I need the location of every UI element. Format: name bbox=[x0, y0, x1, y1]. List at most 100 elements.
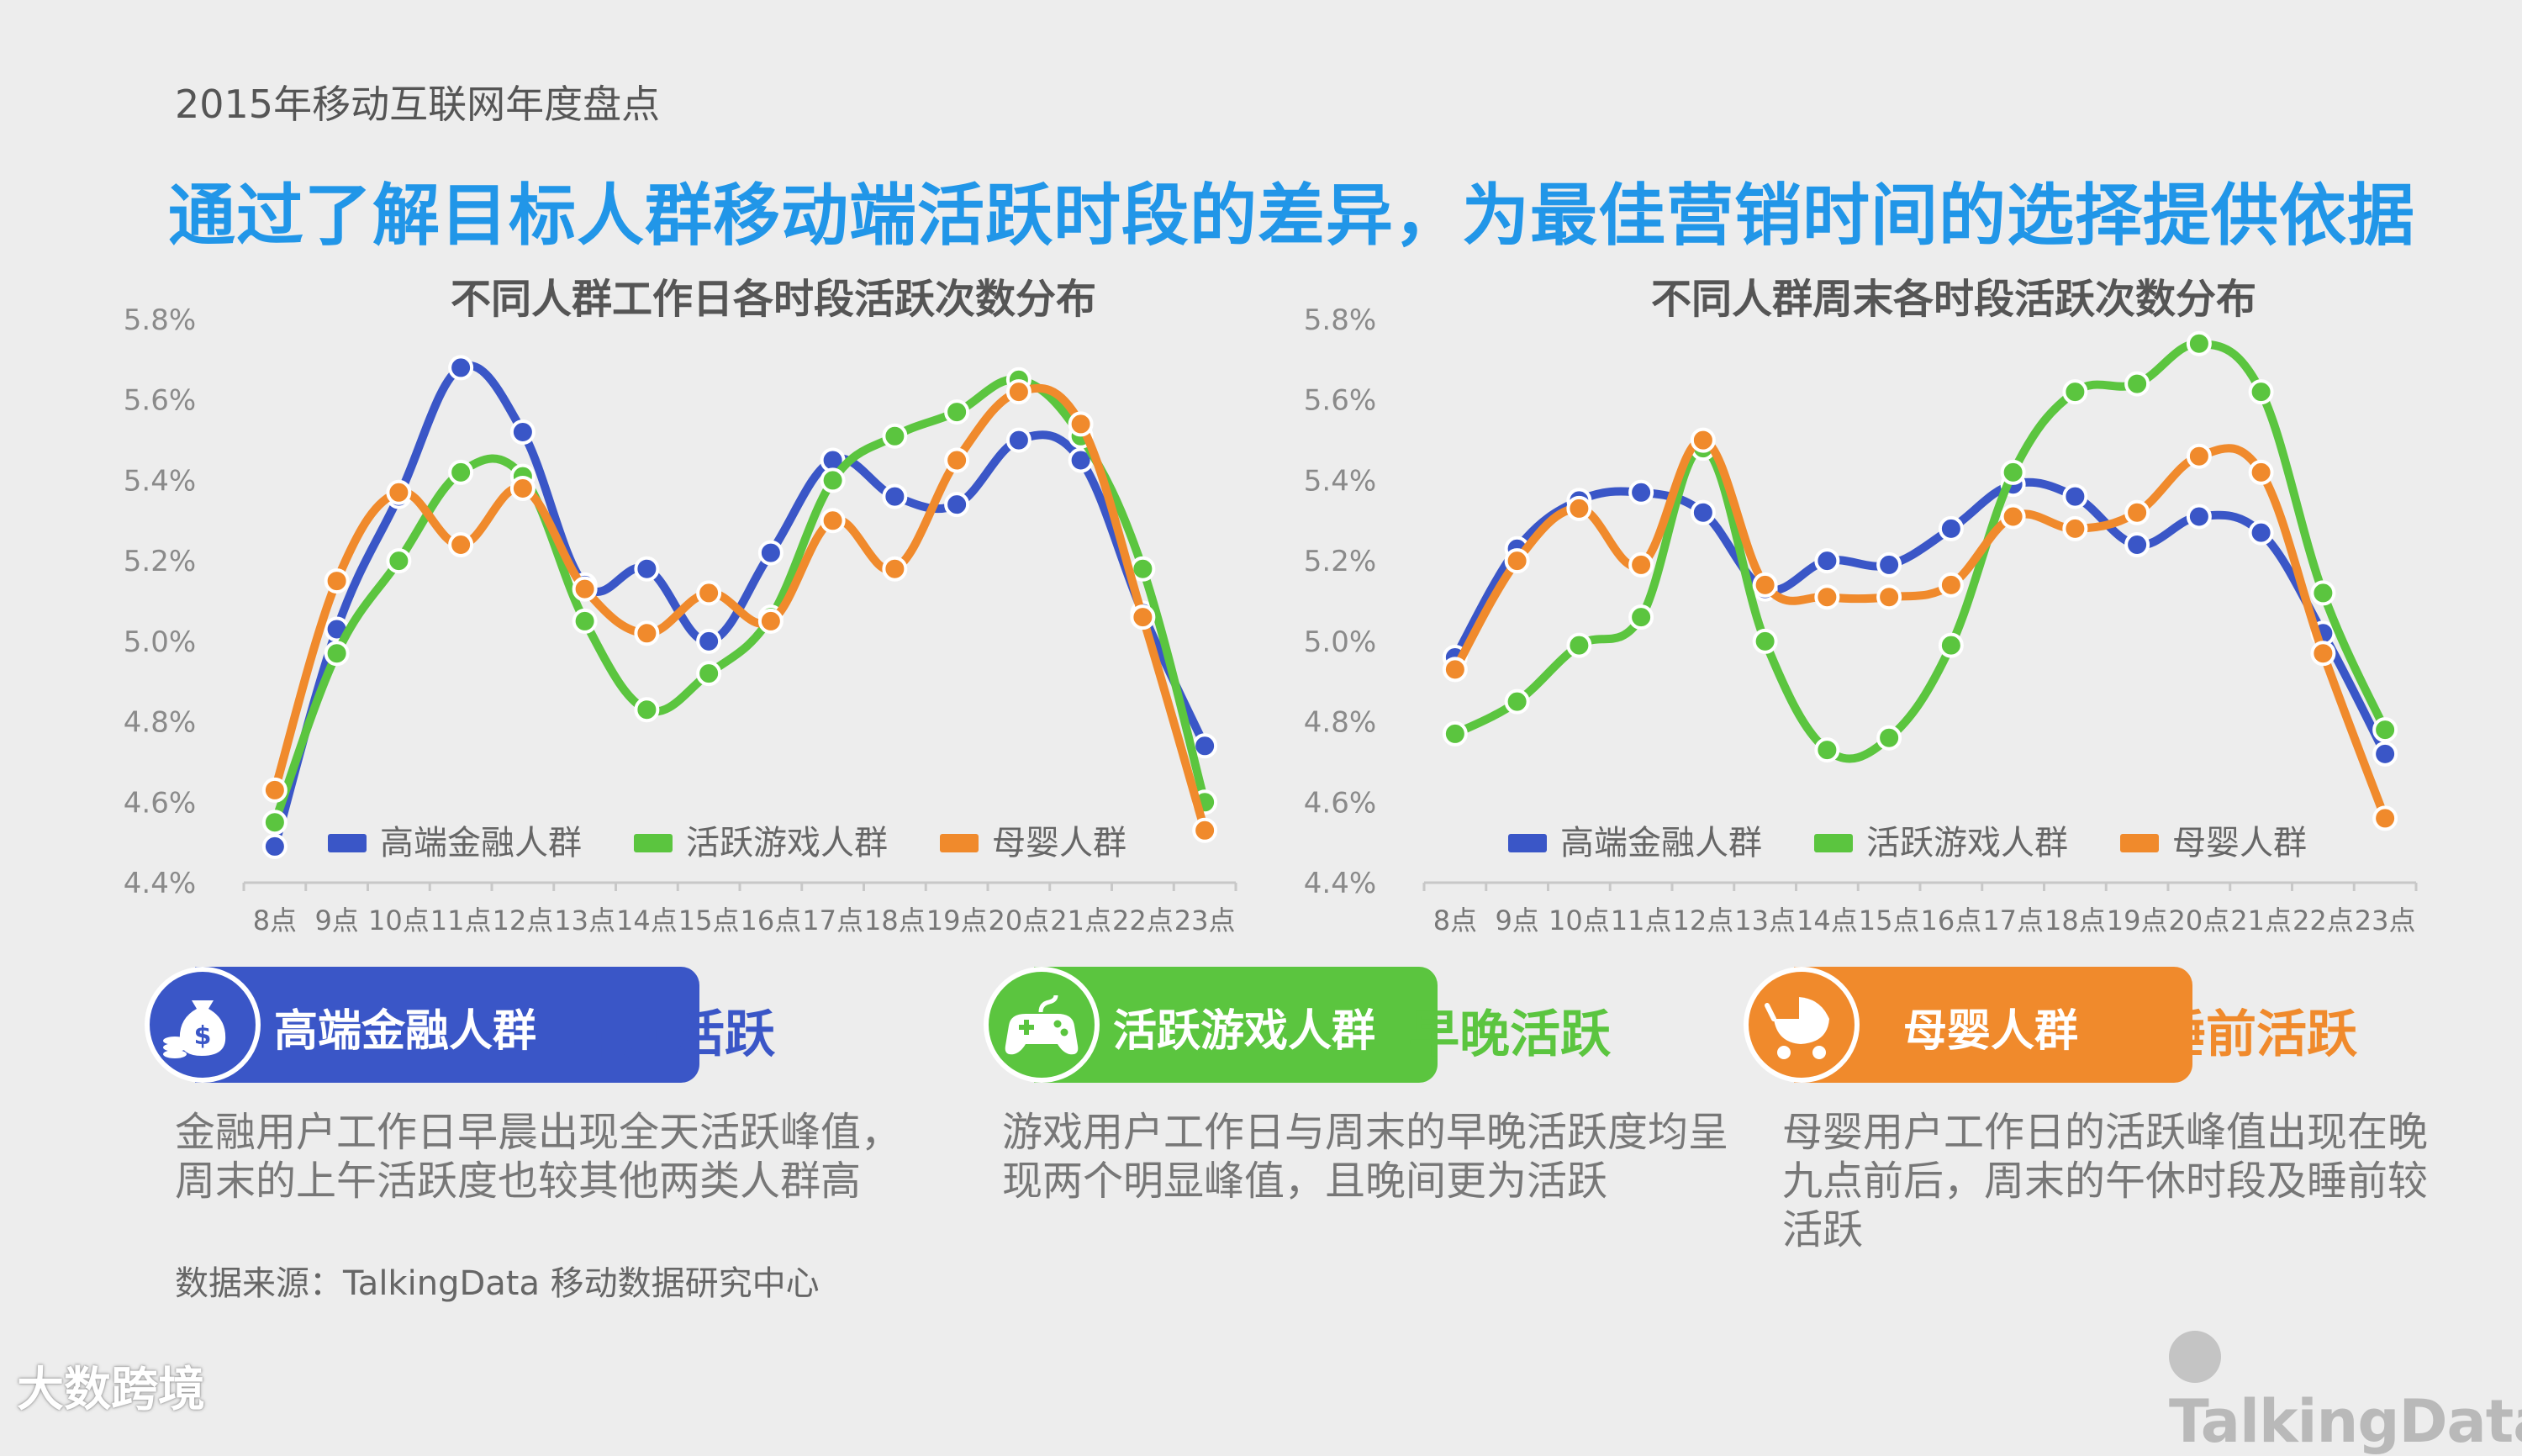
y-tick-label: 5.8% bbox=[124, 303, 196, 337]
data-point bbox=[820, 467, 846, 493]
data-point bbox=[696, 580, 722, 606]
data-point bbox=[2248, 459, 2274, 485]
brand-logo-mark bbox=[2169, 1330, 2221, 1383]
data-point bbox=[2248, 520, 2274, 546]
legend-label: 母婴人群 bbox=[992, 824, 1126, 863]
data-point bbox=[1068, 411, 1094, 437]
game-tag: 早晚活跃 bbox=[1409, 1005, 1611, 1064]
data-point bbox=[1566, 632, 1592, 658]
x-tick-label: 21点 bbox=[2230, 905, 2292, 936]
data-point bbox=[757, 540, 784, 566]
data-point bbox=[2000, 459, 2026, 485]
y-tick-label: 4.6% bbox=[124, 786, 196, 820]
data-point bbox=[1504, 548, 1530, 574]
data-point bbox=[261, 810, 288, 836]
data-point bbox=[1566, 495, 1592, 521]
data-point bbox=[1130, 604, 1156, 630]
brand-logo-text: TalkingData bbox=[2169, 1387, 2522, 1456]
legend-label: 高端金融人群 bbox=[1560, 824, 1762, 863]
data-point bbox=[324, 641, 350, 667]
data-point bbox=[1690, 427, 1716, 453]
legend-swatch bbox=[1814, 834, 1853, 852]
x-tick-label: 13点 bbox=[554, 905, 615, 936]
data-point bbox=[882, 483, 908, 509]
data-point bbox=[634, 620, 660, 646]
finance-badge-label: 高端金融人群 bbox=[274, 1006, 537, 1057]
game-badge-pill bbox=[1034, 967, 1438, 1083]
x-tick-label: 8点 bbox=[1433, 905, 1477, 936]
x-tick-label: 9点 bbox=[1495, 905, 1538, 936]
data-point bbox=[1938, 572, 1964, 598]
data-point bbox=[1814, 737, 1840, 763]
data-point bbox=[2372, 805, 2398, 831]
x-tick-label: 22点 bbox=[2292, 905, 2354, 936]
baby-badge: 母婴人群 睡前活跃 bbox=[1744, 967, 2357, 1083]
y-tick-label: 5.0% bbox=[1304, 625, 1376, 659]
game-badge-label: 活跃游戏人群 bbox=[1113, 1006, 1376, 1057]
data-point bbox=[634, 697, 660, 723]
data-point bbox=[2310, 641, 2336, 667]
data-point bbox=[944, 399, 970, 425]
watermark-text: 大数跨境 bbox=[17, 1363, 205, 1417]
y-tick-label: 4.8% bbox=[1304, 706, 1376, 740]
data-point bbox=[2062, 379, 2088, 405]
x-tick-label: 8点 bbox=[253, 905, 297, 936]
y-tick-label: 5.8% bbox=[1304, 303, 1376, 337]
legend-label: 高端金融人群 bbox=[380, 824, 582, 863]
legend-swatch bbox=[1508, 834, 1547, 852]
data-point bbox=[2062, 515, 2088, 541]
x-tick-label: 15点 bbox=[678, 905, 740, 936]
data-point bbox=[2062, 483, 2088, 509]
legend-swatch bbox=[940, 834, 979, 852]
x-tick-label: 22点 bbox=[1112, 905, 1174, 936]
baby-tag: 睡前活跃 bbox=[2155, 1005, 2357, 1064]
weekend-chart: 不同人群周末各时段活跃次数分布 4.4% 4.6% 4.8% 5.0% 5.2% 5.4% 5… bbox=[1304, 276, 2418, 936]
x-tick-label: 12点 bbox=[1673, 905, 1734, 936]
y-tick-label: 4.8% bbox=[124, 706, 196, 740]
y-tick-label: 5.4% bbox=[1304, 464, 1376, 498]
legend-label: 活跃游戏人群 bbox=[686, 824, 888, 863]
data-point bbox=[2310, 580, 2336, 606]
money-bag-icon: $ bbox=[145, 967, 261, 1083]
legend-swatch bbox=[328, 834, 367, 852]
data-point bbox=[1752, 572, 1778, 598]
legend-label: 活跃游戏人群 bbox=[1866, 824, 2068, 863]
data-point bbox=[2372, 717, 2398, 743]
data-point bbox=[1192, 733, 1218, 759]
y-tick-label: 4.6% bbox=[1304, 786, 1376, 820]
finance-tag: 早起活跃 bbox=[573, 1005, 775, 1064]
x-tick-label: 10点 bbox=[1549, 905, 1610, 936]
data-point bbox=[1876, 725, 1902, 751]
data-point bbox=[261, 777, 288, 803]
data-point bbox=[882, 423, 908, 449]
y-tick-label: 4.4% bbox=[1304, 867, 1376, 900]
x-tick-label: 10点 bbox=[368, 905, 430, 936]
data-point bbox=[448, 532, 474, 557]
legend-label: 母婴人群 bbox=[2172, 824, 2307, 863]
x-tick-label: 14点 bbox=[1797, 905, 1858, 936]
data-point bbox=[2124, 532, 2150, 557]
data-point bbox=[1752, 628, 1778, 654]
data-point bbox=[1005, 427, 1031, 453]
data-point bbox=[1005, 379, 1031, 405]
weekday-chart: 不同人群工作日各时段活跃次数分布 4.4% 4.6% 4.8% 5.0% 5.2% 5.4%… bbox=[124, 276, 1237, 936]
data-point bbox=[634, 556, 660, 582]
brand-logo: TalkingData bbox=[2169, 1318, 2522, 1456]
data-point bbox=[1628, 479, 1654, 505]
data-point bbox=[324, 568, 350, 594]
data-point bbox=[572, 576, 598, 602]
data-point bbox=[1192, 817, 1218, 843]
data-point bbox=[696, 628, 722, 654]
page-headline: 通过了解目标人群移动端活跃时段的差异，为最佳营销时间的选择提供依据 bbox=[168, 177, 2415, 255]
data-point bbox=[1876, 551, 1902, 578]
y-tick-label: 5.2% bbox=[1304, 545, 1376, 578]
baby-badge-label: 母婴人群 bbox=[1903, 1006, 2079, 1057]
report-subtitle: 2015年移动互联网年度盘点 bbox=[175, 82, 661, 127]
y-tick-label: 5.6% bbox=[1304, 384, 1376, 418]
x-tick-label: 21点 bbox=[1050, 905, 1111, 936]
x-tick-label: 20点 bbox=[2169, 905, 2230, 936]
finance-badge-pill bbox=[195, 967, 699, 1083]
data-point bbox=[757, 608, 784, 634]
data-point bbox=[1628, 604, 1654, 630]
y-tick-label: 4.4% bbox=[124, 867, 196, 900]
